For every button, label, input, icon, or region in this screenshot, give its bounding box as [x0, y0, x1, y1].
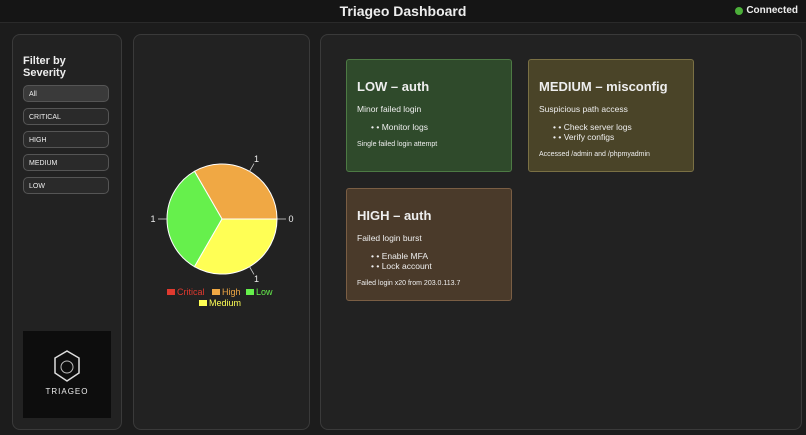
- alert-actions: Enable MFALock account: [371, 251, 501, 271]
- pie-slice: [193, 218, 278, 275]
- legend-swatch: [199, 300, 207, 306]
- alert-summary: Failed login burst: [357, 233, 422, 243]
- filter-title: Filter by Severity: [23, 55, 66, 79]
- alert-action: Monitor logs: [371, 122, 501, 132]
- alert-title: LOW – auth: [357, 79, 430, 94]
- alerts-panel: LOW – auth Minor failed login Monitor logs…: [320, 34, 802, 430]
- pie-value-label: 1: [254, 274, 259, 284]
- logo-art: TRIAGEO: [45, 350, 88, 396]
- alert-card[interactable]: LOW – auth Minor failed login Monitor logs…: [346, 59, 512, 172]
- pie-value-label: 1: [150, 214, 155, 224]
- dashboard-title: Triageo Dashboard: [339, 3, 467, 19]
- filter-button[interactable]: CRITICAL: [23, 108, 109, 125]
- alert-title: MEDIUM – misconfig: [539, 79, 668, 94]
- label-leader: [249, 266, 255, 275]
- alert-summary: Minor failed login: [357, 104, 422, 114]
- chart: 0 1 1 1 Critical High Low Medium: [150, 154, 293, 308]
- alert-action: Check server logs: [553, 122, 683, 132]
- legend-swatch: [212, 289, 220, 295]
- top-bar: [0, 0, 806, 23]
- alert-detail: Single failed login attempt: [357, 141, 438, 148]
- alert-title: HIGH – auth: [357, 208, 432, 223]
- alert-action: Verify configs: [553, 132, 683, 142]
- alert-card[interactable]: MEDIUM – misconfig Suspicious path access…: [528, 59, 694, 172]
- alert-action: Lock account: [371, 261, 501, 271]
- logo-text: TRIAGEO: [45, 387, 88, 396]
- pie-slice: [166, 170, 223, 268]
- status-dot: [735, 6, 744, 15]
- alert-summary: Suspicious path access: [539, 104, 628, 114]
- alert-detail: Accessed /admin and /phpmyadmin: [539, 151, 650, 158]
- connection-status: Connected: [735, 5, 798, 16]
- legend-swatch: [246, 289, 254, 295]
- legend-label: Low: [256, 287, 273, 297]
- legend-label: Medium: [209, 298, 241, 308]
- legend-swatch: [167, 289, 175, 295]
- alert-actions: Monitor logs: [371, 122, 501, 132]
- alert-detail: Failed login x20 from 203.0.113.7: [357, 280, 461, 287]
- legend-label: High: [222, 287, 241, 297]
- chart-panel: 0 1 1 1 Critical High Low Medium: [133, 34, 310, 430]
- legend-label: Critical: [177, 287, 205, 297]
- logo: TRIAGEO: [23, 331, 111, 418]
- label-leader: [249, 163, 255, 172]
- filter-button[interactable]: HIGH: [23, 131, 109, 148]
- filter-button[interactable]: MEDIUM: [23, 154, 109, 171]
- alert-card[interactable]: HIGH – auth Failed login burst Enable MFAL…: [346, 188, 512, 301]
- filter-button[interactable]: All: [23, 85, 109, 102]
- pie-value-label: 0: [288, 214, 293, 224]
- filter-button[interactable]: LOW: [23, 177, 109, 194]
- logo-print: [60, 360, 74, 374]
- pie-value-label: 1: [254, 154, 259, 164]
- logo-shield: [54, 350, 80, 382]
- alert-action: Enable MFA: [371, 251, 501, 261]
- status-text: Connected: [746, 5, 798, 16]
- pie-slice: [193, 163, 278, 220]
- filter-panel: Filter by Severity TRIAGEO All CRITICAL HI…: [12, 34, 122, 430]
- alert-actions: Check server logsVerify configs: [553, 122, 683, 142]
